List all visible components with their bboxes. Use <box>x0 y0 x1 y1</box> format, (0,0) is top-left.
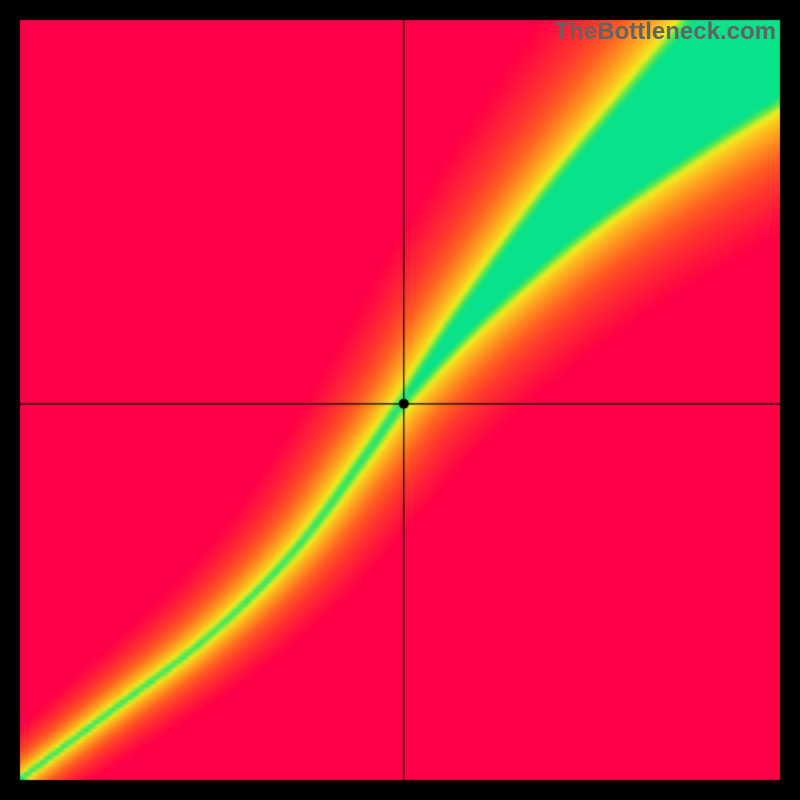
watermark-label: TheBottleneck.com <box>555 18 776 46</box>
bottleneck-heatmap-canvas <box>0 0 800 800</box>
chart-container: TheBottleneck.com <box>0 0 800 800</box>
